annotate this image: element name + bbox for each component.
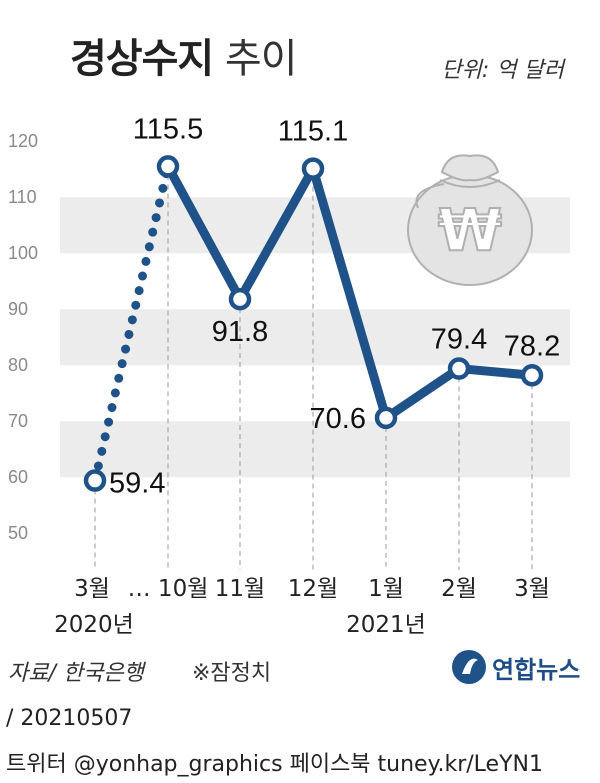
grid-band [60, 309, 570, 366]
y-tick-label: 50 [8, 523, 28, 543]
chart-title: 경상수지 추이 [70, 26, 298, 84]
x-year-label: 2020년 [54, 612, 134, 638]
svg-text:₩: ₩ [438, 196, 502, 264]
social-handles: 트위터 @yonhap_graphics 페이스북 tuney.kr/LeYN1 [6, 752, 543, 777]
value-label: 115.5 [133, 113, 203, 145]
series-line-dotted [90, 161, 173, 486]
y-tick-label: 70 [8, 411, 28, 431]
yonhap-logo-icon [452, 650, 486, 684]
value-label: 79.4 [431, 324, 487, 356]
x-tick-label: 1월 [368, 576, 404, 602]
line-chart: 50 60 70 80 90 100 110 120 ₩ 59.4 115.5 91.8 115.1… [8, 113, 570, 638]
y-tick-label: 100 [8, 243, 38, 263]
y-tick-label: 120 [8, 131, 38, 151]
series-points [83, 155, 544, 492]
yonhap-logo: 연합뉴스 [450, 648, 580, 686]
y-tick-label: 80 [8, 355, 28, 375]
data-point [156, 155, 180, 178]
y-tick-label: 110 [8, 187, 37, 207]
value-label: 70.6 [310, 403, 366, 435]
value-label: 115.1 [278, 116, 348, 148]
provisional-note: ※잠정치 [192, 661, 272, 686]
unit-label: 단위: 억 달러 [441, 58, 564, 83]
x-tick-label: 3월 [74, 576, 110, 602]
logo-text: 연합뉴스 [492, 655, 581, 684]
guide-lines [94, 166, 533, 570]
data-point [83, 469, 107, 492]
x-tick-label: 11월 [215, 576, 265, 602]
series-lines [90, 161, 537, 486]
money-bag-icon: ₩ [407, 154, 533, 286]
value-label: 78.2 [504, 330, 560, 362]
value-label: 59.4 [109, 468, 165, 500]
x-axis-labels: 3월 … 10월 11월 12월 1월 2월 3월 2020년 2021년 [54, 576, 550, 638]
data-point [228, 287, 252, 311]
source-label: 자료/ 한국은행 [8, 661, 144, 686]
series-line-solid [163, 161, 537, 423]
y-axis: 50 60 70 80 90 100 110 120 [8, 131, 38, 543]
value-labels: 59.4 115.5 91.8 115.1 70.6 79.4 78.2 [109, 113, 560, 499]
data-point [374, 406, 398, 430]
value-label: 91.8 [212, 316, 268, 348]
publish-date: / 20210507 [6, 706, 133, 731]
title-bold: 경상수지 [70, 36, 214, 82]
x-tick-label: 3월 [514, 576, 550, 602]
x-year-label: 2021년 [346, 612, 426, 638]
x-tick-label: 12월 [288, 576, 338, 602]
x-tick-label: … 10월 [128, 576, 209, 602]
title-light: 추이 [224, 36, 298, 82]
y-tick-label: 90 [8, 299, 28, 319]
x-tick-label: 2월 [441, 576, 477, 602]
grid-band [60, 421, 570, 478]
data-point [520, 364, 544, 387]
data-point [447, 357, 471, 380]
y-tick-label: 60 [8, 467, 28, 487]
infographic-panel: 경상수지 추이 단위: 억 달러 50 60 70 80 90 100 110 120 ₩ 5… [8, 26, 581, 686]
data-point [301, 157, 325, 180]
